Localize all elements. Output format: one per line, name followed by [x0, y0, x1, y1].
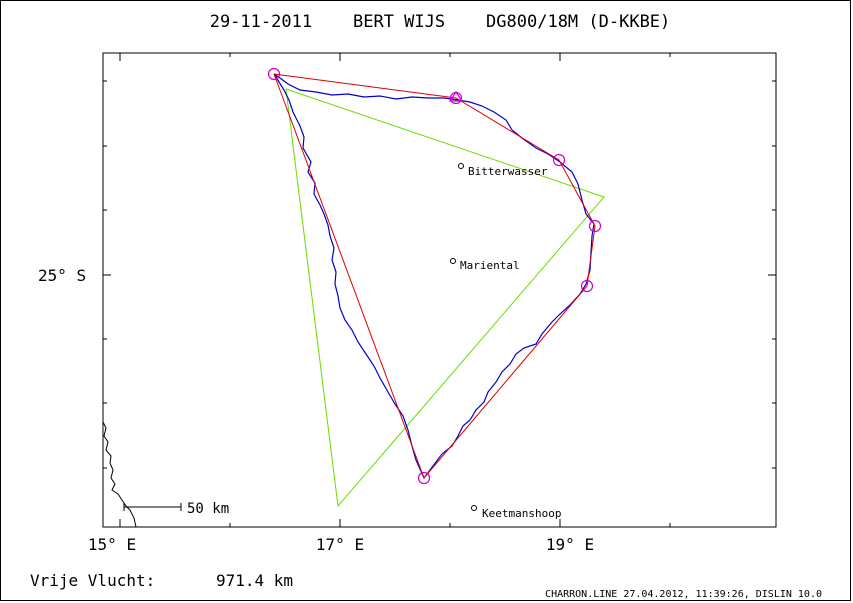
place-label-mariental: Mariental [460, 259, 520, 272]
optimized-route [273, 73, 596, 479]
axis-ticks [103, 53, 776, 527]
turnpoints [267, 67, 602, 485]
map-title: 29-11-2011 BERT WIJS DG800/18M (D-KKBE) [210, 12, 671, 32]
scale-bar-label: 50 km [187, 501, 229, 517]
turnpoint-marker [552, 153, 566, 167]
x-tick-label-15e: 15° E [88, 535, 136, 554]
coastline [102, 421, 137, 528]
x-tick-label-19e: 19° E [546, 535, 594, 554]
place-mariental: Mariental [450, 258, 520, 272]
distance-value: 971.4 km [216, 571, 293, 590]
declared-task-polygon [285, 88, 605, 508]
y-tick-label-25s: 25° S [38, 266, 86, 285]
map-area [102, 52, 777, 528]
turnpoint-marker [588, 219, 602, 233]
scale-bar [123, 503, 182, 511]
place-bitterwasser: Bitterwasser [458, 163, 548, 178]
turnpoint-marker [417, 471, 431, 485]
start-triangle [448, 90, 464, 102]
place-keetmanshoop: Keetmanshoop [471, 505, 561, 520]
x-tick-label-17e: 17° E [316, 535, 364, 554]
place-label-keetmanshoop: Keetmanshoop [482, 507, 561, 520]
turnpoint-marker [580, 279, 594, 293]
place-label-bitterwasser: Bitterwasser [468, 165, 548, 178]
credits-line: CHARRON.LINE 27.04.2012, 11:39:26, DISLI… [545, 589, 822, 600]
flight-track [273, 73, 595, 480]
turnpoint-marker [267, 67, 281, 81]
distance-label: Vrije Vlucht: [30, 571, 155, 590]
